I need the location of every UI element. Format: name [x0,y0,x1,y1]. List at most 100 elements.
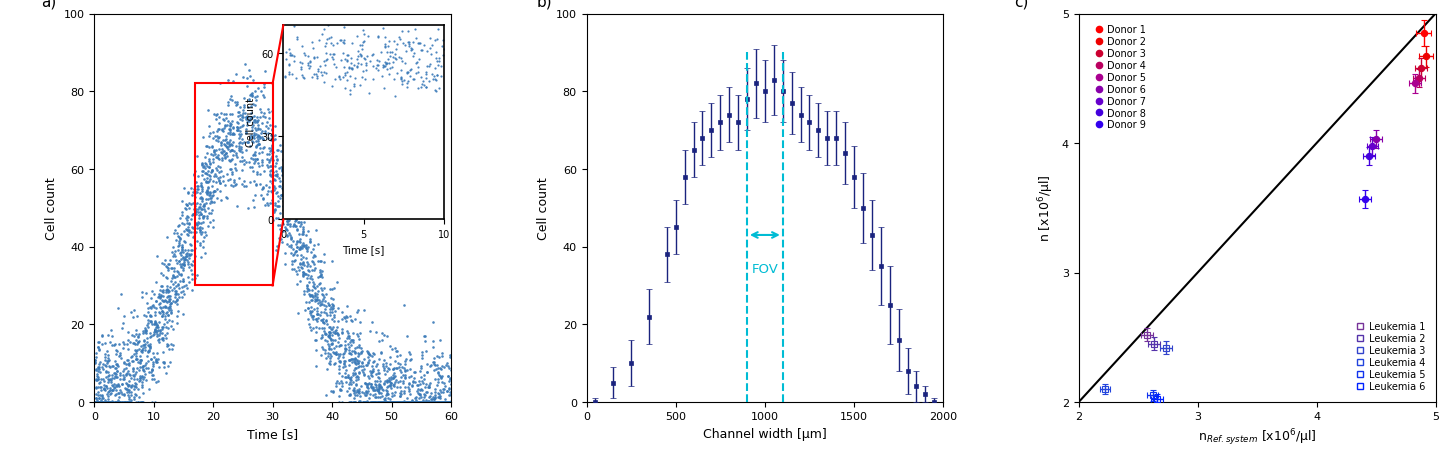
Point [399,372,422,380]
Point [125,398,148,406]
Point [336,302,360,309]
Point [200,166,223,174]
Text: a): a) [41,0,57,9]
Point [264,247,287,254]
Point [436,364,460,372]
Point [133,367,157,375]
Point [309,298,332,306]
Point [396,398,419,406]
Point [209,139,232,147]
Point [133,324,157,332]
Point [280,211,303,219]
Point [448,395,471,403]
Point [422,398,445,406]
Point [96,372,119,380]
Point [164,289,187,297]
Point [281,245,304,253]
Point [87,379,110,387]
Point [450,398,473,406]
Point [210,149,233,157]
Point [122,393,145,401]
Point [367,370,390,377]
Point [319,354,342,362]
Point [370,398,393,406]
Point [316,332,339,340]
Point [384,347,407,355]
Point [190,160,213,168]
Point [235,83,258,90]
Point [242,130,265,138]
Point [191,164,215,171]
Point [426,376,450,383]
Point [138,347,161,355]
Point [152,359,175,367]
Point [387,398,410,406]
Point [318,302,341,309]
Point [318,360,341,368]
Point [445,362,468,370]
Point [393,367,416,375]
Point [422,398,445,406]
Point [315,302,338,310]
Point [99,398,122,406]
Point [88,398,112,406]
Point [315,331,338,338]
Point [312,346,335,353]
Point [344,398,367,406]
Point [302,254,325,262]
Point [381,382,405,389]
Point [325,377,348,385]
Point [193,170,216,177]
Point [357,359,380,367]
Point [96,398,119,406]
Point [306,296,329,304]
Point [309,268,332,276]
Point [181,225,204,232]
Point [399,355,422,363]
Point [400,398,423,406]
Point [278,198,302,206]
Point [322,284,345,292]
Point [310,316,334,324]
Point [289,191,312,199]
Point [186,205,209,213]
Point [161,325,184,333]
Point [439,397,463,405]
Point [297,287,320,294]
Point [96,398,119,406]
Point [378,381,402,389]
Point [420,398,444,406]
Point [100,398,123,406]
Point [258,170,281,178]
Point [155,308,178,316]
Point [296,304,319,312]
Point [87,398,110,406]
Point [93,398,116,406]
Point [441,377,464,385]
Point [155,263,178,270]
Point [225,151,248,159]
Point [300,307,323,315]
Point [212,137,235,144]
Point [347,341,370,349]
Point [258,177,281,185]
Point [399,398,422,406]
Point [296,267,319,274]
Point [407,398,431,406]
Point [258,151,281,158]
Point [297,292,320,299]
Point [397,350,420,358]
Point [373,398,396,406]
Point [87,347,110,354]
Point [370,398,393,406]
Point [438,385,461,392]
Point [104,360,128,368]
Point [432,398,455,406]
Point [152,364,175,371]
Point [290,243,313,251]
Point [335,313,358,321]
Point [194,160,218,168]
Point [315,354,338,362]
Point [148,364,171,371]
Point [122,350,145,358]
